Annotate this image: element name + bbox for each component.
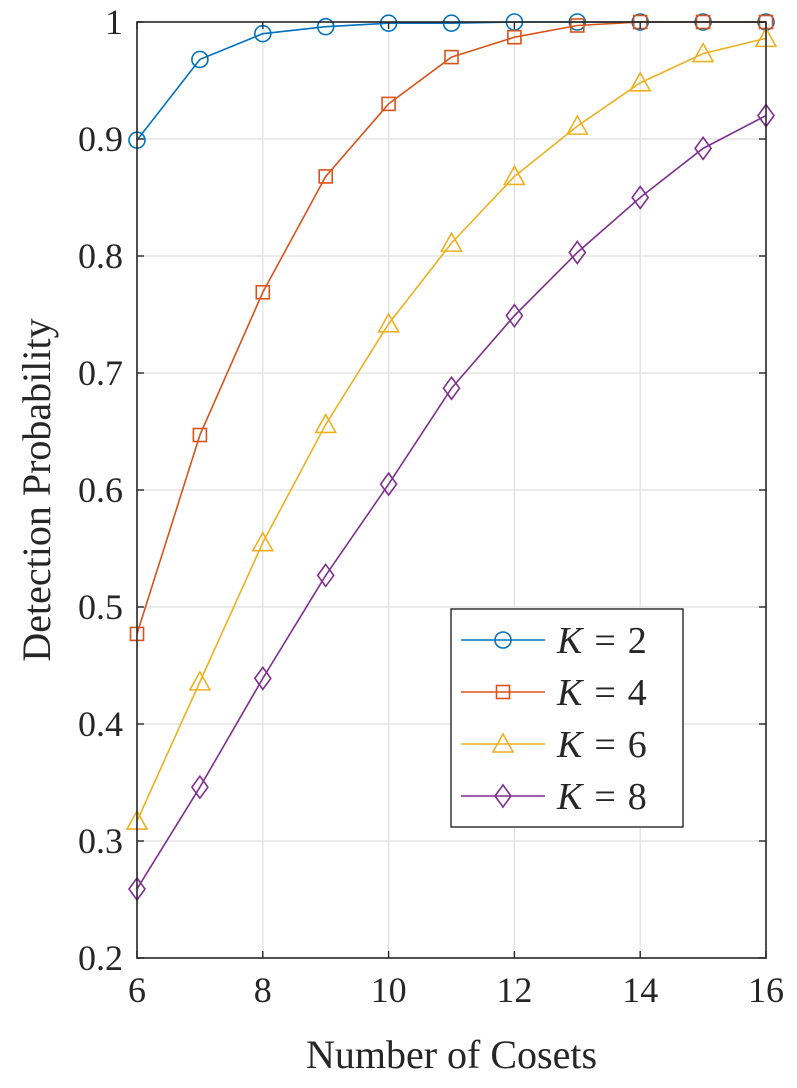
y-tick-label: 1 [105, 2, 123, 42]
legend-variable: K [556, 776, 584, 818]
legend-variable: K [556, 672, 584, 714]
legend-marker-triangle [491, 732, 515, 753]
data-point-circle [191, 50, 209, 69]
y-tick-label: 0.7 [78, 353, 123, 393]
x-axis-label: Number of Cosets [306, 1032, 597, 1077]
legend-label: K = 4 [556, 672, 647, 714]
y-tick-label: 0.4 [78, 704, 123, 744]
series-triangle [125, 26, 778, 830]
data-point-triangle [251, 531, 275, 552]
legend: K = 2K = 4K = 6K = 8 [450, 608, 684, 828]
legend-operator: = [594, 620, 615, 662]
legend-variable: K [556, 724, 584, 766]
series-line [136, 114, 767, 890]
data-point-triangle [565, 114, 589, 135]
data-point-circle [379, 14, 398, 32]
data-point-diamond [379, 471, 398, 497]
x-tick-label: 14 [622, 970, 658, 1010]
data-point-triangle [503, 164, 526, 186]
y-axis-label: Detection Probability [14, 318, 59, 661]
legend-operator: = [594, 672, 615, 714]
legend-marker-diamond [494, 783, 512, 809]
x-tick-label: 12 [496, 970, 532, 1010]
x-tick-label: 16 [748, 970, 784, 1010]
legend-label: K = 2 [556, 620, 647, 662]
legend-item: K = 4 [461, 672, 647, 714]
series-line [136, 37, 767, 822]
data-point-triangle [377, 312, 400, 333]
x-tick-label: 8 [254, 970, 272, 1010]
data-point-square [507, 29, 522, 45]
legend-marker-square [495, 684, 511, 700]
data-point-diamond [631, 185, 650, 210]
data-point-diamond [442, 375, 461, 401]
data-point-triangle [440, 231, 463, 252]
legend-value: 4 [628, 672, 647, 714]
data-point-diamond [316, 563, 335, 588]
legend-operator: = [594, 776, 615, 818]
y-tick-label: 0.3 [78, 821, 123, 861]
data-point-square [381, 96, 396, 112]
legend-operator: = [594, 724, 615, 766]
legend-variable: K [556, 620, 584, 662]
y-tick-label: 0.6 [78, 470, 123, 510]
legend-label: K = 6 [556, 724, 647, 766]
data-point-triangle [628, 71, 652, 92]
legend-item: K = 6 [461, 724, 647, 766]
y-tick-label: 0.5 [78, 587, 123, 627]
data-point-triangle [188, 670, 212, 691]
data-point-circle [316, 17, 335, 36]
data-point-circle [442, 14, 461, 32]
y-tick-label: 0.8 [78, 236, 123, 276]
legend-box [450, 608, 684, 828]
data-point-square [444, 49, 459, 65]
data-point-diamond [568, 240, 587, 265]
data-point-diamond [253, 666, 272, 691]
data-point-square [318, 169, 334, 184]
data-point-square [255, 284, 271, 300]
data-point-diamond [190, 774, 209, 800]
legend-label: K = 8 [556, 776, 647, 818]
legend-item: K = 2 [461, 620, 647, 662]
y-tick-label: 0.9 [78, 119, 123, 159]
legend-value: 2 [628, 620, 647, 662]
data-point-diamond [505, 303, 524, 329]
data-point-triangle [314, 412, 338, 434]
legend-value: 8 [628, 776, 647, 818]
data-point-square [192, 427, 208, 443]
data-point-triangle [691, 41, 715, 63]
x-tick-label: 10 [371, 970, 407, 1010]
data-point-square [569, 18, 585, 33]
series-diamond [128, 103, 775, 902]
x-tick-label: 6 [128, 970, 146, 1010]
data-point-diamond [694, 135, 713, 161]
y-tick-label: 0.2 [78, 938, 123, 978]
legend-item: K = 8 [461, 776, 647, 818]
legend-value: 6 [628, 724, 647, 766]
axis-ticks: 6 8 10 12 14 16 0.2 0.3 0.4 0.5 0.6 0.7 0.8 0.9 1 [78, 2, 784, 1010]
legend-marker-circle [494, 631, 512, 649]
